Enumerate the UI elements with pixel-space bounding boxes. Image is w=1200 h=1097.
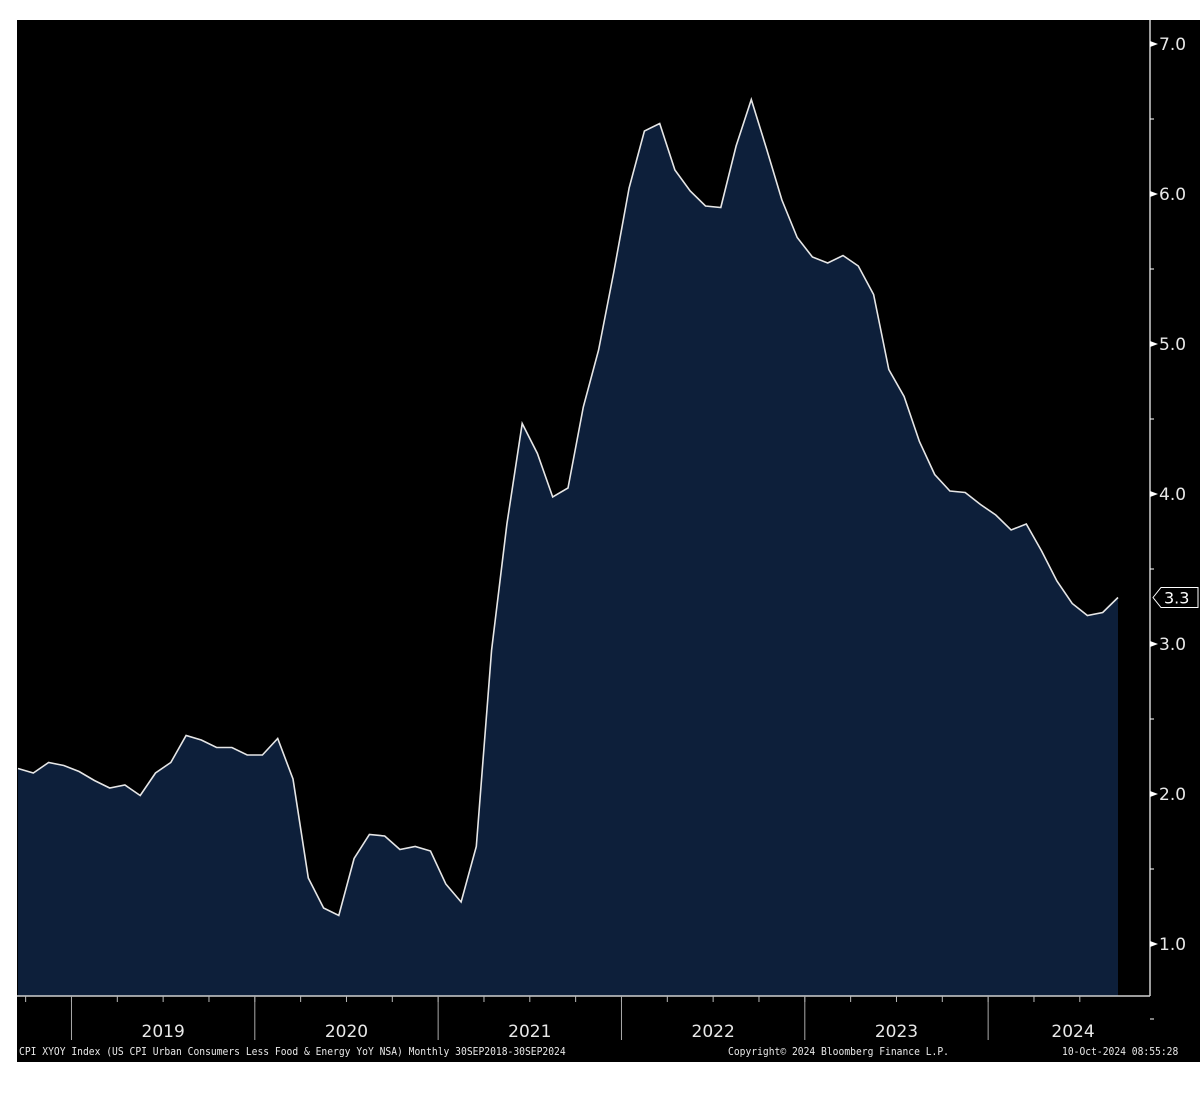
footer-copyright: Copyright© 2024 Bloomberg Finance L.P. xyxy=(728,1046,950,1058)
y-tick-label: 2.0 xyxy=(1159,785,1186,805)
y-tick-label: 3.0 xyxy=(1159,635,1186,655)
y-tick xyxy=(1150,191,1158,197)
y-tick xyxy=(1150,341,1158,347)
last-value-label: 3.3 xyxy=(1164,589,1189,608)
x-year-label: 2024 xyxy=(1051,1022,1094,1042)
last-value-badge xyxy=(1152,587,1199,608)
y-tick-label: 1.0 xyxy=(1159,935,1186,955)
series-area xyxy=(18,99,1118,996)
y-tick xyxy=(1150,491,1158,497)
x-year-label: 2019 xyxy=(142,1022,185,1042)
x-year-label: 2023 xyxy=(875,1022,918,1042)
y-tick xyxy=(1150,791,1158,797)
x-year-label: 2020 xyxy=(325,1022,368,1042)
y-tick-label: 7.0 xyxy=(1159,35,1186,55)
y-tick-label: 4.0 xyxy=(1159,485,1186,505)
y-tick xyxy=(1150,941,1158,947)
y-tick xyxy=(1150,641,1158,647)
x-year-label: 2021 xyxy=(508,1022,551,1042)
y-tick-label: 5.0 xyxy=(1159,335,1186,355)
y-tick xyxy=(1150,41,1158,47)
footer-timestamp: 10-Oct-2024 08:55:28 xyxy=(1062,1046,1179,1058)
footer-description: CPI XYOY Index (US CPI Urban Consumers L… xyxy=(19,1046,566,1058)
y-tick-label: 6.0 xyxy=(1159,185,1186,205)
x-year-label: 2022 xyxy=(692,1022,735,1042)
